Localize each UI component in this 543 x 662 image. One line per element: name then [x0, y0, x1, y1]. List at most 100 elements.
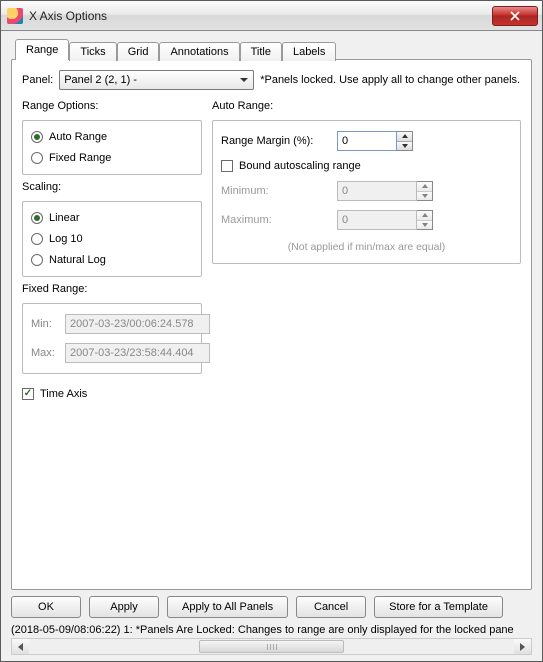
chevron-down-icon	[402, 144, 408, 148]
chevron-right-icon	[520, 643, 525, 651]
radio-fixed-range-row[interactable]: Fixed Range	[31, 152, 193, 164]
radio-auto-range-row[interactable]: Auto Range	[31, 131, 193, 143]
range-margin-up[interactable]	[397, 132, 412, 142]
auto-max-spinbtns	[417, 210, 433, 230]
auto-range-heading: Auto Range:	[212, 100, 521, 112]
apply-all-button[interactable]: Apply to All Panels	[167, 596, 288, 618]
bound-autoscale-row[interactable]: Bound autoscaling range	[221, 160, 512, 172]
close-button[interactable]	[492, 6, 538, 26]
auto-min-up	[417, 182, 432, 192]
chevron-down-icon	[422, 194, 428, 198]
auto-range-group: Range Margin (%): Bound a	[212, 120, 521, 264]
status-scrollbar[interactable]	[11, 638, 532, 655]
radio-natlog-row[interactable]: Natural Log	[31, 254, 193, 266]
tab-ticks[interactable]: Ticks	[69, 42, 116, 61]
scroll-thumb[interactable]	[199, 640, 345, 653]
radio-log10[interactable]	[31, 233, 43, 245]
tab-panel-range: Panel: Panel 2 (2, 1) - *Panels locked. …	[11, 59, 532, 590]
tab-strip: Range Ticks Grid Annotations Title Label…	[11, 39, 532, 60]
panel-label: Panel:	[22, 74, 53, 86]
range-margin-spin	[337, 131, 413, 151]
range-margin-spinbtns	[397, 131, 413, 151]
window-title: X Axis Options	[29, 9, 492, 23]
right-column: Auto Range: Range Margin (%):	[212, 100, 521, 264]
auto-max-down	[417, 221, 432, 230]
chevron-down-icon	[422, 223, 428, 227]
auto-max-input	[337, 210, 417, 230]
radio-log10-label: Log 10	[49, 233, 83, 245]
titlebar: X Axis Options	[1, 1, 542, 31]
fixed-min-row: Min:	[31, 314, 193, 334]
radio-linear-row[interactable]: Linear	[31, 212, 193, 224]
scroll-right-button[interactable]	[514, 639, 531, 654]
range-options-group: Auto Range Fixed Range	[22, 120, 202, 175]
app-icon	[7, 8, 23, 24]
content-area: Range Ticks Grid Annotations Title Label…	[1, 31, 542, 661]
scaling-heading: Scaling:	[22, 181, 202, 193]
chevron-left-icon	[18, 643, 23, 651]
tab-grid[interactable]: Grid	[117, 42, 160, 61]
left-column: Range Options: Auto Range Fixed Range Sc…	[22, 100, 202, 400]
range-options-heading: Range Options:	[22, 100, 202, 112]
grip-icon	[267, 644, 277, 650]
chevron-up-icon	[422, 213, 428, 217]
scaling-group: Linear Log 10 Natural Log	[22, 201, 202, 277]
range-margin-input[interactable]	[337, 131, 397, 151]
tab-range[interactable]: Range	[15, 39, 69, 60]
auto-min-spin	[337, 181, 433, 201]
panel-selector-row: Panel: Panel 2 (2, 1) - *Panels locked. …	[22, 70, 521, 90]
auto-min-input	[337, 181, 417, 201]
fixed-range-heading: Fixed Range:	[22, 283, 202, 295]
radio-fixed-range[interactable]	[31, 152, 43, 164]
fixed-min-label: Min:	[31, 318, 59, 330]
panel-note: *Panels locked. Use apply all to change …	[260, 74, 520, 86]
radio-log10-row[interactable]: Log 10	[31, 233, 193, 245]
bound-autoscale-checkbox[interactable]	[221, 160, 233, 172]
fixed-min-input	[65, 314, 210, 334]
button-row: OK Apply Apply to All Panels Cancel Stor…	[11, 590, 532, 622]
auto-max-row: Maximum:	[221, 210, 512, 230]
panel-select-value: Panel 2 (2, 1) -	[64, 74, 137, 86]
auto-range-note: (Not applied if min/max are equal)	[221, 241, 512, 253]
auto-min-down	[417, 192, 432, 201]
radio-auto-range-label: Auto Range	[49, 131, 107, 143]
auto-min-spinbtns	[417, 181, 433, 201]
tab-labels[interactable]: Labels	[282, 42, 336, 61]
panel-select[interactable]: Panel 2 (2, 1) -	[59, 70, 254, 90]
chevron-up-icon	[402, 134, 408, 138]
fixed-max-input	[65, 343, 210, 363]
tab-annotations[interactable]: Annotations	[159, 42, 239, 61]
radio-linear-label: Linear	[49, 212, 80, 224]
radio-auto-range[interactable]	[31, 131, 43, 143]
radio-linear[interactable]	[31, 212, 43, 224]
scroll-left-button[interactable]	[12, 639, 29, 654]
fixed-max-label: Max:	[31, 347, 59, 359]
bound-autoscale-label: Bound autoscaling range	[239, 160, 361, 172]
range-margin-row: Range Margin (%):	[221, 131, 512, 151]
radio-natlog-label: Natural Log	[49, 254, 106, 266]
range-margin-down[interactable]	[397, 142, 412, 151]
close-icon	[510, 11, 520, 21]
range-margin-label: Range Margin (%):	[221, 135, 331, 147]
store-template-button[interactable]: Store for a Template	[374, 596, 503, 618]
ok-button[interactable]: OK	[11, 596, 81, 618]
scroll-track[interactable]	[29, 639, 514, 654]
chevron-up-icon	[422, 184, 428, 188]
radio-natlog[interactable]	[31, 254, 43, 266]
spacer	[22, 400, 521, 581]
auto-min-label: Minimum:	[221, 185, 331, 197]
apply-button[interactable]: Apply	[89, 596, 159, 618]
window: X Axis Options Range Ticks Grid Annotati…	[0, 0, 543, 662]
fixed-max-row: Max:	[31, 343, 193, 363]
time-axis-row[interactable]: Time Axis	[22, 388, 202, 400]
tab-title[interactable]: Title	[240, 42, 282, 61]
auto-max-label: Maximum:	[221, 214, 331, 226]
cancel-button[interactable]: Cancel	[296, 596, 366, 618]
fixed-range-group: Min: Max:	[22, 303, 202, 374]
status-text: (2018-05-09/08:06:22) 1: *Panels Are Loc…	[11, 622, 532, 638]
time-axis-checkbox[interactable]	[22, 388, 34, 400]
auto-max-up	[417, 211, 432, 221]
auto-max-spin	[337, 210, 433, 230]
radio-fixed-range-label: Fixed Range	[49, 152, 111, 164]
columns: Range Options: Auto Range Fixed Range Sc…	[22, 100, 521, 400]
